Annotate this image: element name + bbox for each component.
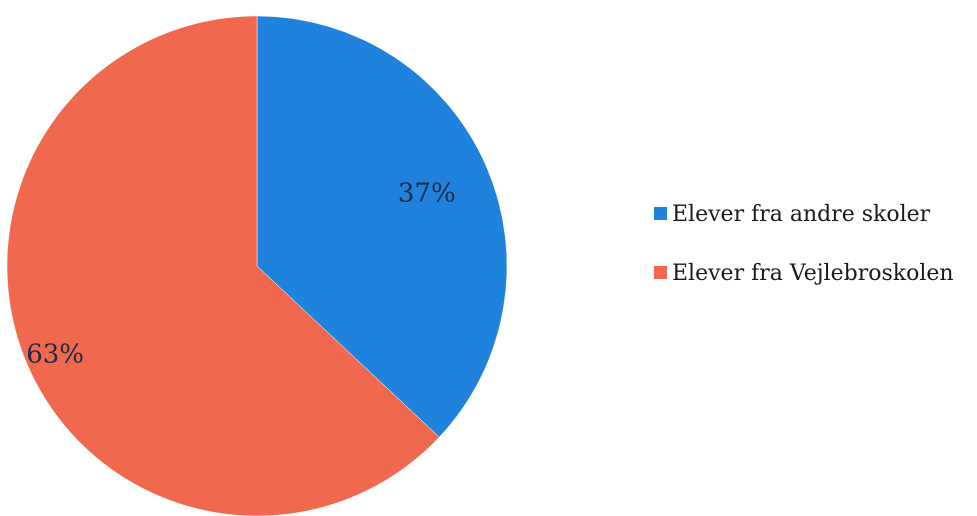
slice-label-vejlebroskolen: 63%	[26, 339, 84, 369]
pie-slice-labels: 37% 63%	[26, 179, 455, 370]
legend-item-vejlebroskolen: Elever fra Vejlebroskolen	[654, 261, 954, 286]
pie-slice-vejlebroskolen	[6, 15, 440, 516]
legend-swatch-andre-skoler	[654, 207, 667, 220]
legend: Elever fra andre skoler Elever fra Vejle…	[654, 202, 954, 286]
slice-label-andre-skoler: 37%	[398, 179, 456, 209]
legend-swatch-vejlebroskolen	[654, 266, 667, 279]
pie-slice-andre-skoler	[256, 15, 508, 438]
pie-slices	[6, 15, 508, 516]
legend-label-andre-skoler: Elever fra andre skoler	[672, 202, 931, 227]
legend-label-vejlebroskolen: Elever fra Vejlebroskolen	[672, 261, 954, 286]
legend-item-andre-skoler: Elever fra andre skoler	[654, 202, 931, 227]
